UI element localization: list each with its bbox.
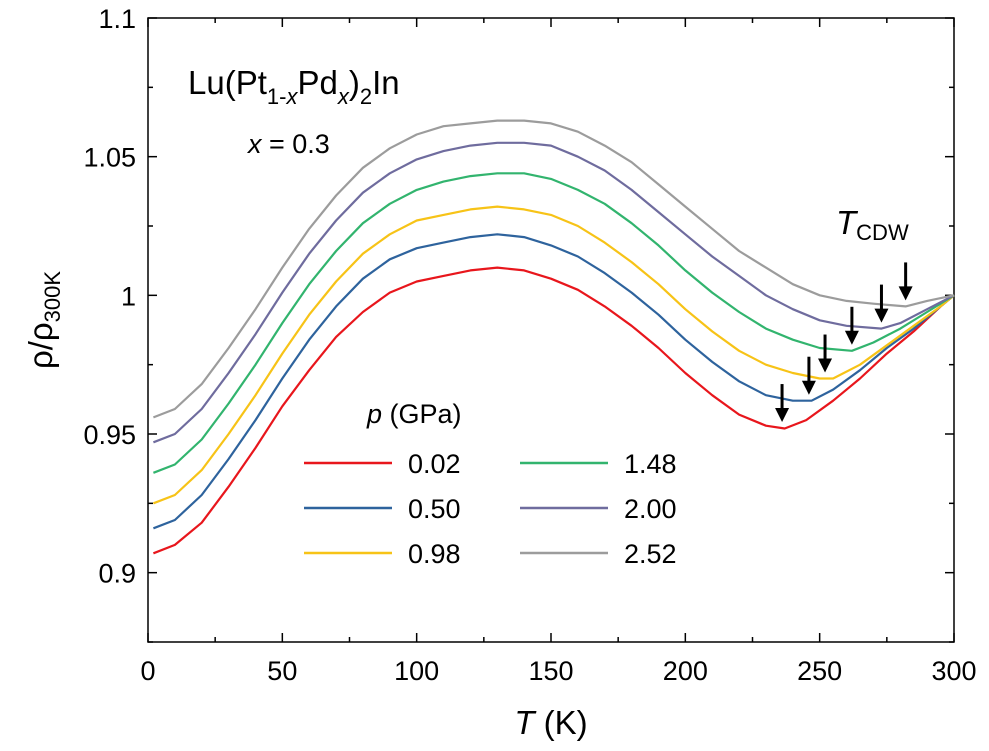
x-tick-label: 250	[797, 656, 842, 686]
tcdw-arrows	[775, 262, 913, 423]
legend-title: p (GPa)	[366, 399, 462, 429]
axis-ticks	[147, 17, 955, 643]
series-line	[152, 266, 955, 555]
series-line	[153, 172, 955, 474]
legend: p (GPa) 0.02 0.50 0.98 1.48 2.00 2.52	[304, 399, 677, 569]
x-tick-labels: 0 50 100 150 200 250 300	[140, 656, 976, 686]
x-tick-label: 150	[528, 656, 573, 686]
y-tick-label: 1.1	[98, 4, 136, 34]
y-tick-labels: 0.9 0.95 1 1.05 1.1	[83, 4, 136, 589]
y-tick-label: 1.05	[83, 143, 136, 173]
x-tick-label: 100	[394, 656, 439, 686]
series-line	[153, 141, 955, 444]
compound-title: Lu(Pt1-xPdx)2In	[188, 64, 400, 109]
series-curves	[152, 119, 955, 555]
legend-label: 2.52	[624, 539, 677, 569]
x-tick-label: 200	[663, 656, 708, 686]
legend-label: 0.02	[408, 449, 461, 479]
series-line	[153, 205, 955, 505]
x-tick-label: 300	[931, 656, 976, 686]
series-line	[153, 233, 955, 530]
tcdw-arrow-head	[844, 330, 859, 345]
tcdw-arrow-head	[874, 308, 889, 323]
tcdw-arrow-head	[775, 408, 790, 423]
legend-label: 1.48	[624, 449, 677, 479]
composition-label: x = 0.3	[246, 129, 330, 159]
plot-frame	[147, 17, 955, 643]
x-tick-label: 50	[267, 656, 297, 686]
x-tick-label: 0	[140, 656, 155, 686]
legend-label: 0.98	[408, 539, 461, 569]
legend-label: 0.50	[408, 494, 461, 524]
y-tick-label: 0.9	[98, 559, 136, 589]
y-tick-label: 1	[121, 281, 136, 311]
y-axis-label: ρ/ρ300K	[22, 271, 65, 369]
tcdw-arrow-head	[898, 286, 913, 301]
tcdw-annotation: TCDW	[836, 204, 909, 245]
legend-label: 2.00	[624, 494, 677, 524]
tcdw-arrow-head	[818, 358, 833, 373]
tcdw-arrow-head	[801, 380, 816, 395]
series-line	[152, 119, 955, 419]
x-axis-label: T (K)	[514, 704, 587, 741]
y-tick-label: 0.95	[83, 420, 136, 450]
